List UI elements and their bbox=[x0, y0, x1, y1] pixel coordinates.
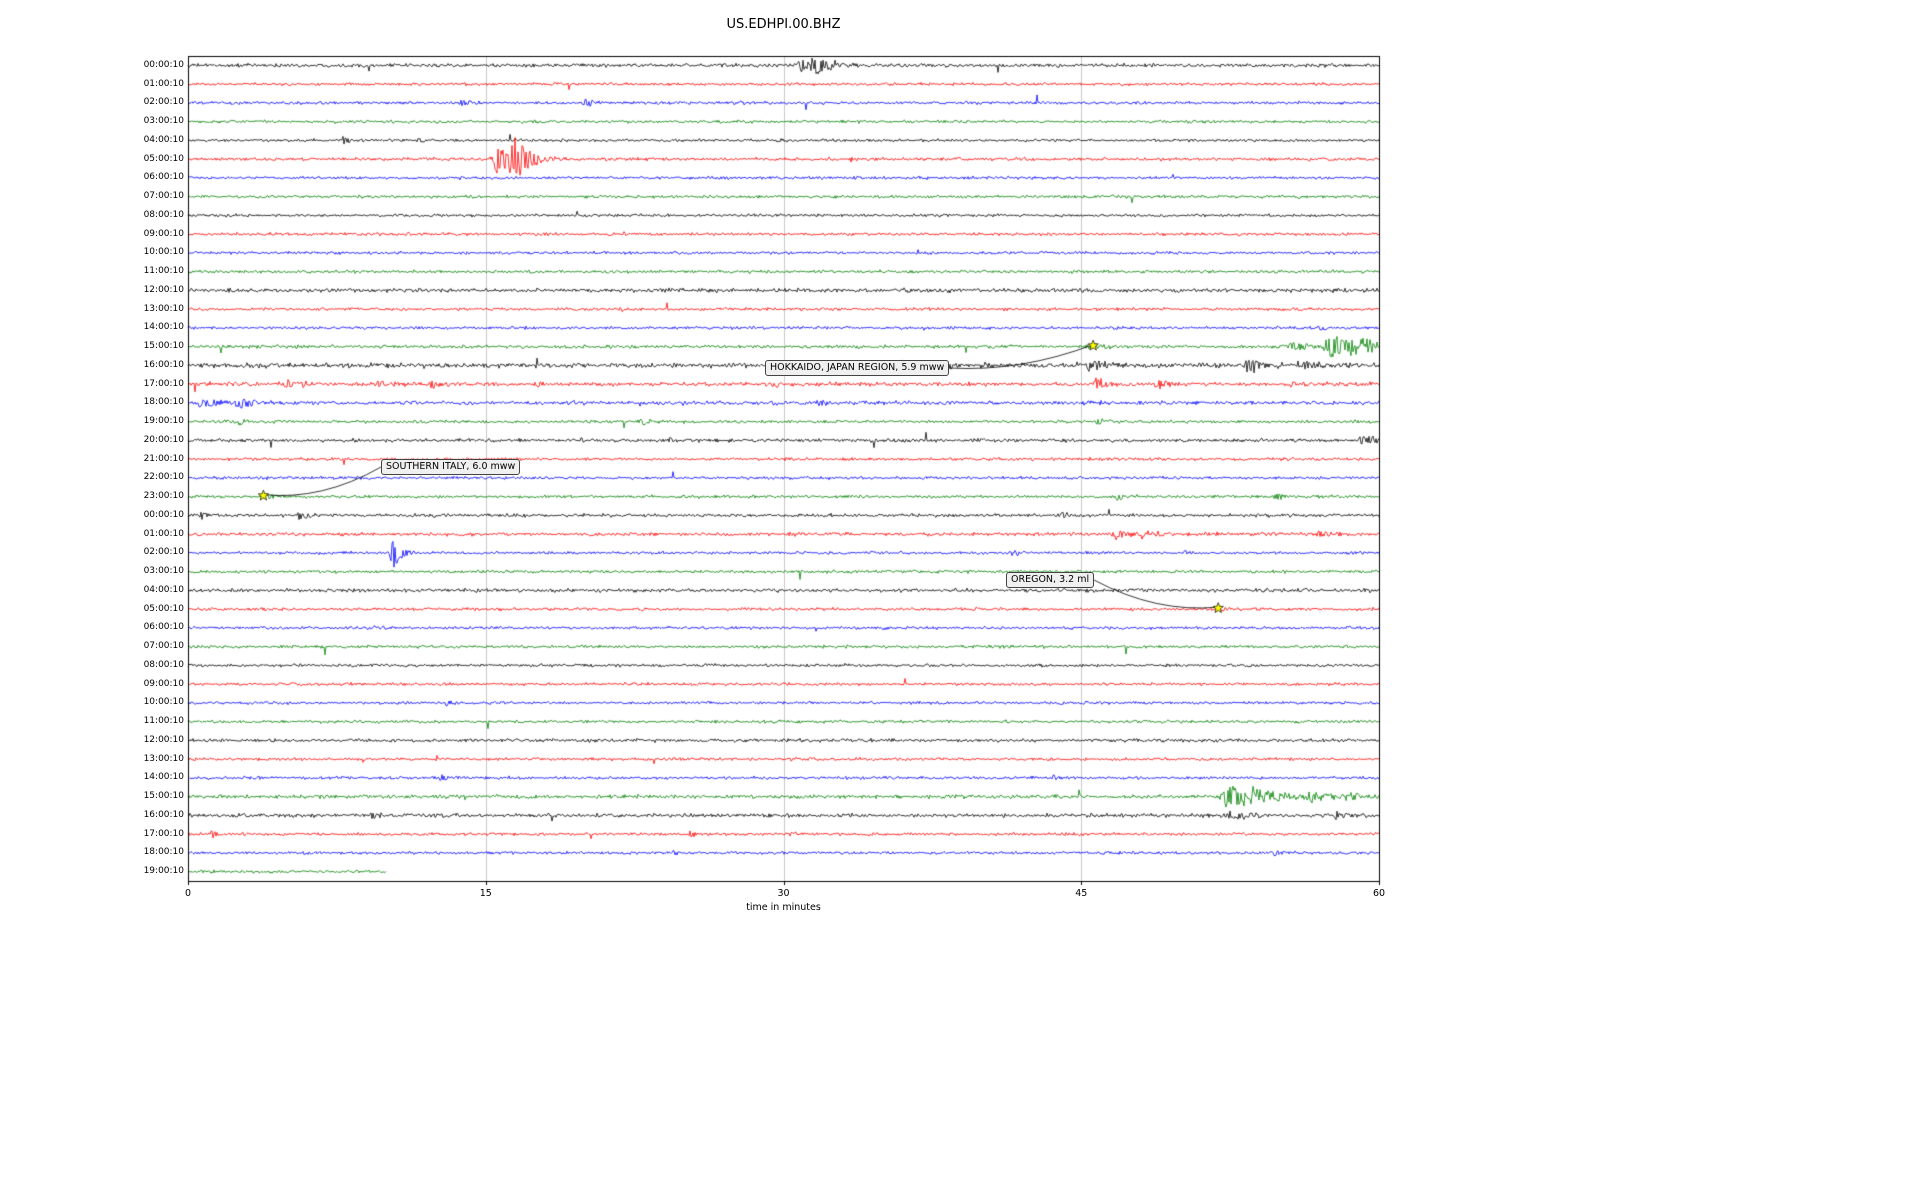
row-time-label: 00:00:10 bbox=[143, 59, 184, 70]
row-time-label: 22:00:10 bbox=[143, 472, 184, 483]
row-time-label: 08:00:10 bbox=[143, 659, 184, 670]
row-time-label: 14:00:10 bbox=[143, 322, 184, 333]
row-time-label: 05:00:10 bbox=[143, 153, 184, 164]
row-time-label: 14:00:10 bbox=[143, 772, 184, 783]
row-time-label: 18:00:10 bbox=[143, 397, 184, 408]
x-tick-label: 45 bbox=[1075, 888, 1088, 899]
x-tick-label: 15 bbox=[479, 888, 492, 899]
row-time-label: 17:00:10 bbox=[143, 378, 184, 389]
row-time-label: 09:00:10 bbox=[143, 678, 184, 689]
plot-title: US.EDHPI.00.BHZ bbox=[726, 17, 841, 32]
row-time-label: 03:00:10 bbox=[143, 116, 184, 127]
row-time-label: 15:00:10 bbox=[143, 341, 184, 352]
row-time-label: 09:00:10 bbox=[143, 228, 184, 239]
row-time-label: 08:00:10 bbox=[143, 209, 184, 220]
row-time-label: 06:00:10 bbox=[143, 622, 184, 633]
row-time-label: 01:00:10 bbox=[143, 78, 184, 89]
row-time-label: 11:00:10 bbox=[143, 266, 184, 277]
row-time-label: 13:00:10 bbox=[143, 753, 184, 764]
row-time-label: 19:00:10 bbox=[143, 416, 184, 427]
row-time-label: 03:00:10 bbox=[143, 566, 184, 577]
row-time-label: 19:00:10 bbox=[143, 866, 184, 877]
row-time-label: 00:00:10 bbox=[143, 509, 184, 520]
row-time-label: 07:00:10 bbox=[143, 191, 184, 202]
row-time-label: 07:00:10 bbox=[143, 641, 184, 652]
row-time-label: 12:00:10 bbox=[143, 284, 184, 295]
row-time-label: 04:00:10 bbox=[143, 134, 184, 145]
event-annotation-label: SOUTHERN ITALY, 6.0 mww bbox=[381, 459, 521, 475]
row-time-label: 17:00:10 bbox=[143, 828, 184, 839]
row-time-label: 16:00:10 bbox=[143, 359, 184, 370]
row-time-label: 02:00:10 bbox=[143, 97, 184, 108]
row-time-label: 15:00:10 bbox=[143, 791, 184, 802]
row-time-label: 20:00:10 bbox=[143, 434, 184, 445]
row-time-label: 10:00:10 bbox=[143, 247, 184, 258]
x-tick-label: 60 bbox=[1372, 888, 1386, 899]
row-time-label: 01:00:10 bbox=[143, 528, 184, 539]
x-axis-label: time in minutes bbox=[746, 902, 821, 913]
event-annotation-label: HOKKAIDO, JAPAN REGION, 5.9 mww bbox=[765, 360, 950, 376]
row-time-label: 13:00:10 bbox=[143, 303, 184, 314]
x-tick-label: 0 bbox=[184, 888, 192, 899]
row-time-label: 10:00:10 bbox=[143, 697, 184, 708]
row-time-label: 02:00:10 bbox=[143, 547, 184, 558]
row-time-label: 11:00:10 bbox=[143, 716, 184, 727]
row-time-label: 23:00:10 bbox=[143, 491, 184, 502]
x-tick-label: 30 bbox=[777, 888, 790, 899]
row-time-label: 18:00:10 bbox=[143, 847, 184, 858]
row-time-label: 06:00:10 bbox=[143, 172, 184, 183]
row-time-label: 12:00:10 bbox=[143, 734, 184, 745]
row-time-label: 16:00:10 bbox=[143, 809, 184, 820]
event-annotation-label: OREGON, 3.2 ml bbox=[1006, 572, 1095, 588]
row-time-label: 21:00:10 bbox=[143, 453, 184, 464]
row-time-label: 05:00:10 bbox=[143, 603, 184, 614]
row-time-label: 04:00:10 bbox=[143, 584, 184, 595]
